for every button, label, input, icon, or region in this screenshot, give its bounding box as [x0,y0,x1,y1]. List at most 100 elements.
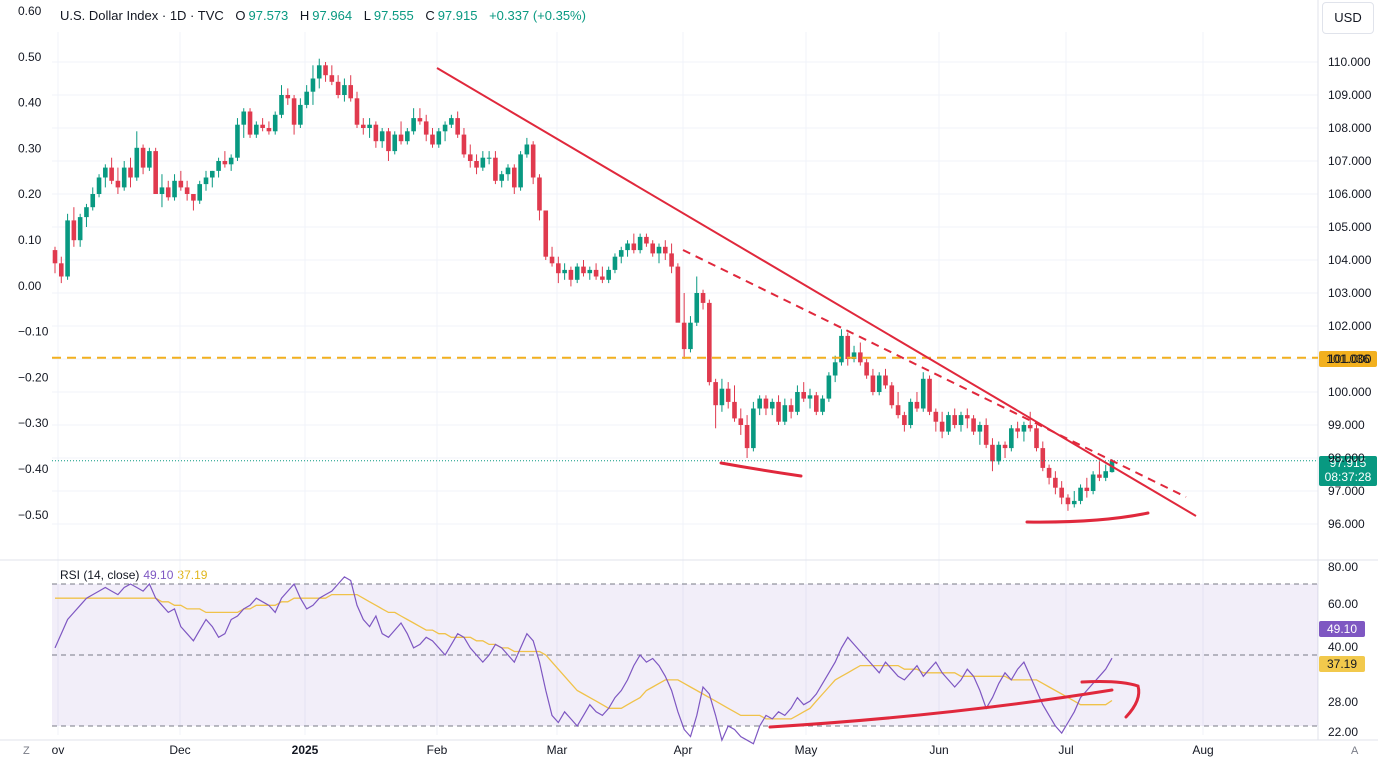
candle-body [423,121,429,135]
support-mark-april [719,461,803,478]
candle-body [134,147,140,178]
candle-body [84,207,89,218]
candle-body [1059,487,1064,498]
candle-body [1071,500,1077,505]
percent-tick-label: −0.20 [18,370,49,384]
candle-body [593,269,599,277]
candle-body [1097,474,1102,478]
candle-body [499,174,505,181]
low-label: L [363,8,371,23]
candle-body [851,352,857,359]
symbol-title[interactable]: U.S. Dollar Index · 1D · TVC [60,8,224,23]
rsi-tick-label: 22.00 [1328,725,1358,739]
auto-scale-corner-right[interactable]: A [1351,745,1359,757]
candle-body [203,177,209,185]
candle-body [713,382,718,406]
candle-body [795,392,800,412]
candle-body [1103,471,1109,478]
candle-body [933,411,939,422]
candle-body [939,421,945,432]
candle-body [681,322,687,350]
candle-body [618,250,624,257]
candle-body [707,302,712,383]
candle-body [486,157,492,159]
candle-body [411,118,416,132]
candle-body [902,415,907,425]
candle-body [631,243,637,251]
currency-button[interactable]: USD [1322,2,1374,34]
zoom-corner-left[interactable]: Z [23,745,30,757]
candle-body [436,131,442,145]
candle-body [379,131,385,142]
candle-body [153,151,158,194]
percent-tick-label: 0.10 [18,233,42,247]
candle-body [700,293,706,303]
candle-body [228,157,234,165]
candle-body [348,85,354,99]
candle-body [732,401,737,419]
rsi-arrow-mark [1080,680,1141,719]
candle-body [845,335,851,359]
rsi-label[interactable]: RSI (14, close) [60,568,140,582]
price-tick-label: 110.000 [1328,55,1371,69]
candle-body [316,65,322,79]
candle-body [625,243,630,251]
annotations [52,67,1318,524]
candle-body [1034,428,1039,449]
candle-body [323,65,328,76]
candle-body [405,131,410,142]
candle-body [298,104,303,125]
rsi-pane: 80.00 60.00 40.00 28.00 22.00 [52,560,1358,745]
time-tick-label: Jul [1058,743,1073,757]
price-tick-label: 109.000 [1328,88,1372,102]
candle-body [442,124,448,132]
candle-body [958,415,964,425]
candle-body [870,375,876,392]
change-value: +0.337 (+0.35%) [489,8,586,23]
price-badge-value: 97.915 [1329,456,1367,470]
candle-body [222,161,228,165]
gridlines [52,32,1318,735]
rsi-header: RSI (14, close) 49.10 37.19 [60,568,207,582]
time-tick-label: Jun [929,743,948,757]
candle-body [813,395,819,412]
close-label: C [425,8,435,23]
percent-tick-label: 0.00 [18,279,42,293]
candle-body [662,246,668,254]
time-tick-label: May [795,743,818,757]
rsi-badge: 49.10 [1319,621,1365,637]
candle-body [876,375,882,392]
candle-body [115,180,121,188]
time-tick-label: Mar [547,743,568,757]
candle-body [417,118,423,122]
candle-body [518,154,523,188]
candle-body [335,81,341,95]
candle-body [52,250,58,264]
candle-body [184,187,190,194]
candle-body [543,210,549,257]
candle-body [58,263,64,277]
candle-body [769,401,775,409]
candle-body [480,157,486,168]
candle-body [247,111,253,135]
candle-body [1078,487,1083,501]
rsi-tick-label: 40.00 [1328,640,1358,654]
candle-body [908,401,913,425]
candle-body [600,276,605,280]
time-tick-label: Aug [1192,743,1213,757]
candle-body [782,405,788,422]
candle-body [329,75,335,82]
candle-body [725,388,731,402]
candle-body [430,134,435,145]
candle-body [455,118,460,135]
candle-body [757,398,762,409]
candle-body [121,167,127,188]
candle-body [568,269,574,280]
candle-body [656,246,662,254]
low-value: 97.555 [373,8,414,23]
percent-tick-label: −0.30 [18,416,49,430]
candle-body [279,95,284,115]
candle-body [65,220,70,277]
